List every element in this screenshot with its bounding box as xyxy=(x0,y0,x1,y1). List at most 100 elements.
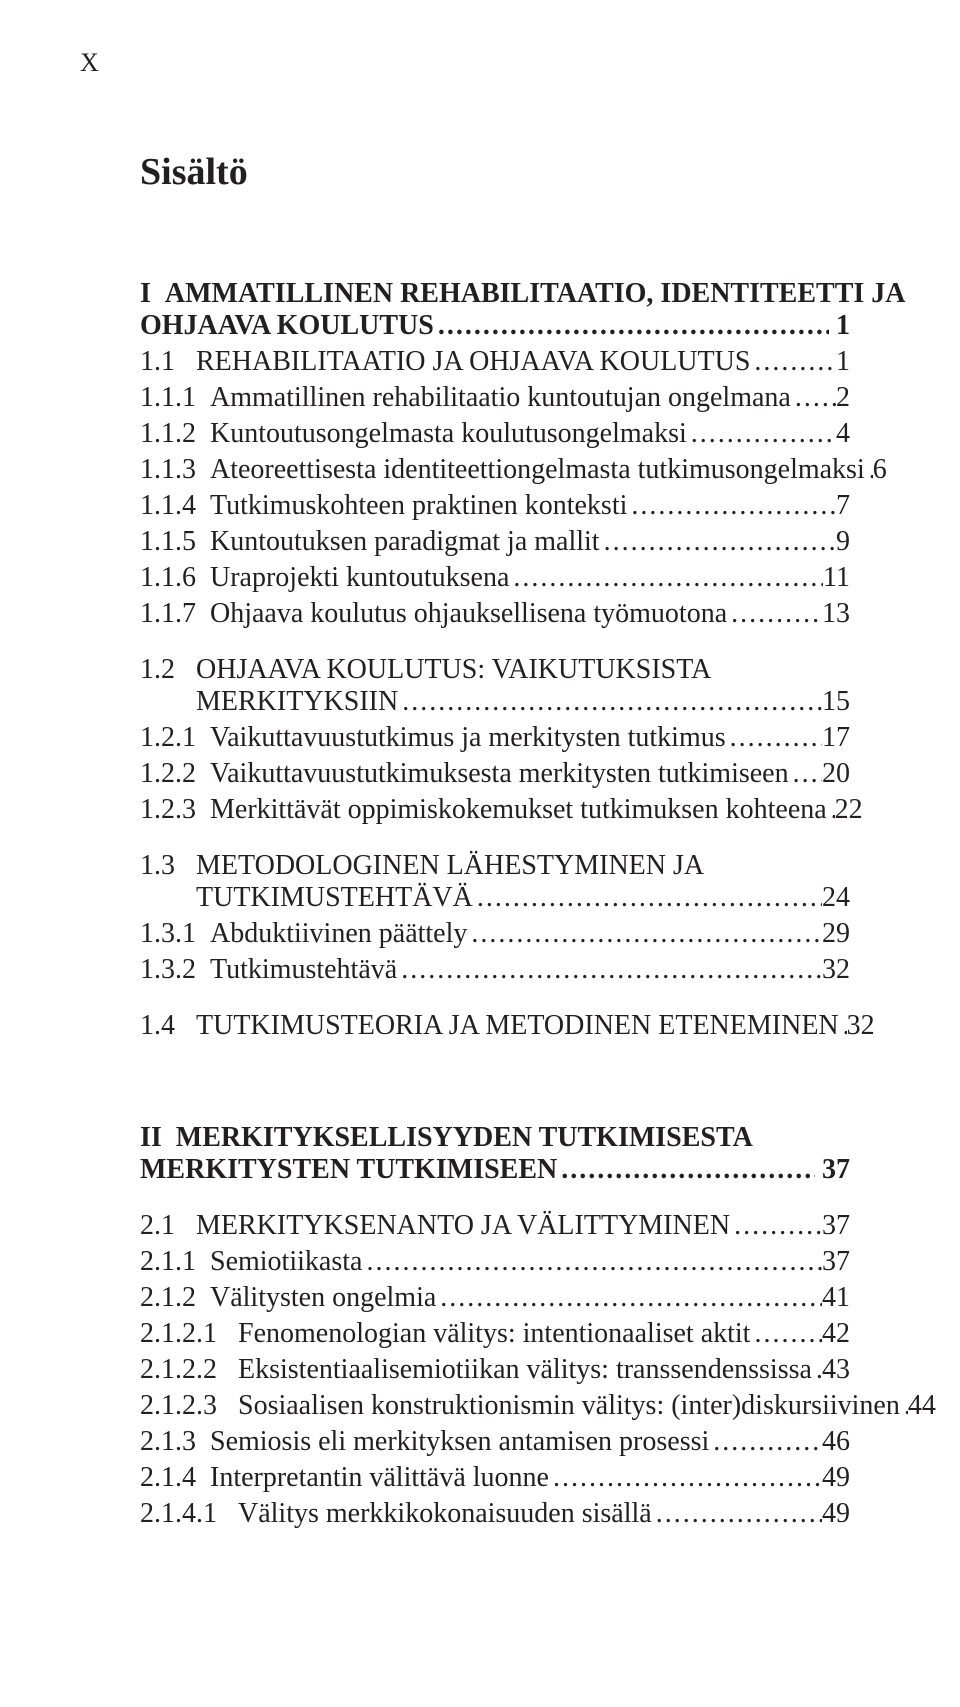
toc-entry-page: 13 xyxy=(822,598,850,630)
spacer xyxy=(140,1186,850,1210)
toc-entry-number: 1.1.6 xyxy=(140,562,210,594)
toc-entry-number: 2.1 xyxy=(140,1210,196,1242)
toc-leader: ........................................… xyxy=(549,1462,822,1494)
toc-entry-label: Ateoreettisesta identiteettiongelmasta t… xyxy=(210,454,865,486)
toc-entry-label: Semiosis eli merkityksen antamisen prose… xyxy=(210,1426,709,1458)
toc-entry-number: 2.1.2 xyxy=(140,1282,210,1314)
toc-entry: 1.1.5 Kuntoutuksen paradigmat ja mallit.… xyxy=(140,526,850,558)
toc-entry-page: 4 xyxy=(836,418,850,450)
spacer xyxy=(140,826,850,850)
toc-entry-page: 1 xyxy=(829,310,850,342)
toc-leader: ........................................… xyxy=(900,1390,908,1422)
toc-entry-label: Vaikuttavuustutkimus ja merkitysten tutk… xyxy=(210,722,726,754)
toc-entry: 2.1.1 Semiotiikasta.....................… xyxy=(140,1246,850,1278)
toc-entry: 2.1.3 Semiosis eli merkityksen antamisen… xyxy=(140,1426,850,1458)
toc-title: Sisältö xyxy=(140,150,850,194)
toc-entry: 1.2.1 Vaikuttavuustutkimus ja merkityste… xyxy=(140,722,850,754)
spacer xyxy=(140,1082,850,1122)
toc-entry-page: 29 xyxy=(822,918,850,950)
toc-entry-label: Kuntoutusongelmasta koulutusongelmaksi xyxy=(210,418,687,450)
toc-entry-number: II xyxy=(140,1122,176,1154)
toc-leader: ........................................… xyxy=(750,346,836,378)
toc-leader: ........................................… xyxy=(600,526,836,558)
toc-leader: ........................................… xyxy=(397,954,822,986)
toc-entry-page: 49 xyxy=(822,1498,850,1530)
toc-entry-page: 24 xyxy=(822,882,850,914)
toc-entry: 2.1 MERKITYKSENANTO JA VÄLITTYMINEN.....… xyxy=(140,1210,850,1242)
toc-leader: ........................................… xyxy=(509,562,823,594)
toc-leader: ........................................… xyxy=(652,1498,822,1530)
toc-entry-label: TUTKIMUSTEORIA JA METODINEN ETENEMINEN xyxy=(196,1010,839,1042)
toc-entry: 2.1.4 Interpretantin välittävä luonne...… xyxy=(140,1462,850,1494)
toc-leader: ........................................… xyxy=(865,454,873,486)
toc-leader: ........................................… xyxy=(434,310,829,342)
toc-leader: ........................................… xyxy=(436,1282,822,1314)
toc-entry-label: MERKITYKSELLISYYDEN TUTKIMISESTA xyxy=(176,1122,753,1154)
toc-entry-label: Vaikuttavuustutkimuksesta merkitysten tu… xyxy=(210,758,789,790)
toc-entry-label: TUTKIMUSTEHTÄVÄ xyxy=(196,882,473,914)
toc-entry-page: 15 xyxy=(822,686,850,718)
toc-entry-page: 20 xyxy=(822,758,850,790)
toc-entry-page: 7 xyxy=(836,490,850,522)
toc-entry-page: 2 xyxy=(836,382,850,414)
toc-entry-label: Fenomenologian välitys: intentionaaliset… xyxy=(238,1318,750,1350)
toc-entry-continuation: 1.2 MERKITYKSIIN........................… xyxy=(140,686,850,718)
toc-entry-label: Interpretantin välittävä luonne xyxy=(210,1462,549,1494)
toc-entry-page: 46 xyxy=(822,1426,850,1458)
toc-leader: ........................................… xyxy=(557,1154,815,1186)
toc-entry-label: MERKITYSTEN TUTKIMISEEN xyxy=(140,1154,557,1186)
toc-entry-number: 2.1.1 xyxy=(140,1246,210,1278)
toc-entry-page: 32 xyxy=(847,1010,875,1042)
toc-entry: 2.1.2.2 Eksistentiaalisemiotiikan välity… xyxy=(140,1354,850,1386)
spacer xyxy=(140,1042,850,1082)
toc-entry: 1.1.7 Ohjaava koulutus ohjauksellisena t… xyxy=(140,598,850,630)
toc-leader: ........................................… xyxy=(627,490,836,522)
spacer xyxy=(140,238,850,278)
toc-entry-number: 1.4 xyxy=(140,1010,196,1042)
toc-entry-label: AMMATILLINEN REHABILITAATIO, IDENTITEETT… xyxy=(165,278,906,310)
toc-entry-number: 1.1.3 xyxy=(140,454,210,486)
toc-entry: I AMMATILLINEN REHABILITAATIO, IDENTITEE… xyxy=(140,278,850,310)
toc-leader: ........................................… xyxy=(709,1426,822,1458)
page-marker: X xyxy=(80,48,100,78)
toc-entry-page: 44 xyxy=(908,1390,936,1422)
toc-entry-page: 41 xyxy=(822,1282,850,1314)
toc-entry-continuation: 1.3 TUTKIMUSTEHTÄVÄ.....................… xyxy=(140,882,850,914)
toc-entry-number: 1.3 xyxy=(140,850,196,882)
toc-leader: ........................................… xyxy=(726,722,822,754)
toc-entry-label: MERKITYKSIIN xyxy=(196,686,398,718)
toc-entry-number: 1.1.5 xyxy=(140,526,210,558)
toc-entry: 1.1 REHABILITAATIO JA OHJAAVA KOULUTUS..… xyxy=(140,346,850,378)
toc-entry-label: Tutkimuskohteen praktinen konteksti xyxy=(210,490,627,522)
toc-entry-page: 32 xyxy=(822,954,850,986)
toc-leader: ........................................… xyxy=(827,794,835,826)
toc-entry-label: Välitysten ongelmia xyxy=(210,1282,436,1314)
toc-entry-label: Sosiaalisen konstruktionismin välitys: (… xyxy=(238,1390,900,1422)
toc-entry: 2.1.4.1 Välitys merkkikokonaisuuden sisä… xyxy=(140,1498,850,1530)
document-page: X Sisältö I AMMATILLINEN REHABILITAATIO,… xyxy=(0,0,960,1707)
toc-leader: ........................................… xyxy=(362,1246,822,1278)
toc-leader: ........................................… xyxy=(812,1354,822,1386)
toc-entry-page: 37 xyxy=(822,1210,850,1242)
toc-entry: 1.4 TUTKIMUSTEORIA JA METODINEN ETENEMIN… xyxy=(140,1010,850,1042)
toc-entry-label: Uraprojekti kuntoutuksena xyxy=(210,562,509,594)
toc-leader: ........................................… xyxy=(730,1210,822,1242)
toc-leader: ........................................… xyxy=(467,918,822,950)
toc-entry-number: 2.1.2.2 xyxy=(140,1354,238,1386)
toc-entry-number: 1.3.1 xyxy=(140,918,210,950)
toc-entry-number: 1.2.3 xyxy=(140,794,210,826)
toc-leader: ........................................… xyxy=(791,382,836,414)
toc-entry-page: 37 xyxy=(815,1154,850,1186)
toc-leader: ........................................… xyxy=(750,1318,822,1350)
toc-entry: 2.1.2 Välitysten ongelmia...............… xyxy=(140,1282,850,1314)
spacer xyxy=(140,986,850,1010)
toc-entry-number: 1.1.2 xyxy=(140,418,210,450)
toc-entry-label: REHABILITAATIO JA OHJAAVA KOULUTUS xyxy=(196,346,750,378)
toc-entry-number: 1.2.2 xyxy=(140,758,210,790)
toc-entry: 1.1.3 Ateoreettisesta identiteettiongelm… xyxy=(140,454,850,486)
toc-entry-page: 17 xyxy=(822,722,850,754)
toc-entry-number: 2.1.2.1 xyxy=(140,1318,238,1350)
toc-entry: 2.1.2.1 Fenomenologian välitys: intentio… xyxy=(140,1318,850,1350)
toc-entry: 1.2 OHJAAVA KOULUTUS: VAIKUTUKSISTA xyxy=(140,654,850,686)
toc-entry-page: 49 xyxy=(822,1462,850,1494)
